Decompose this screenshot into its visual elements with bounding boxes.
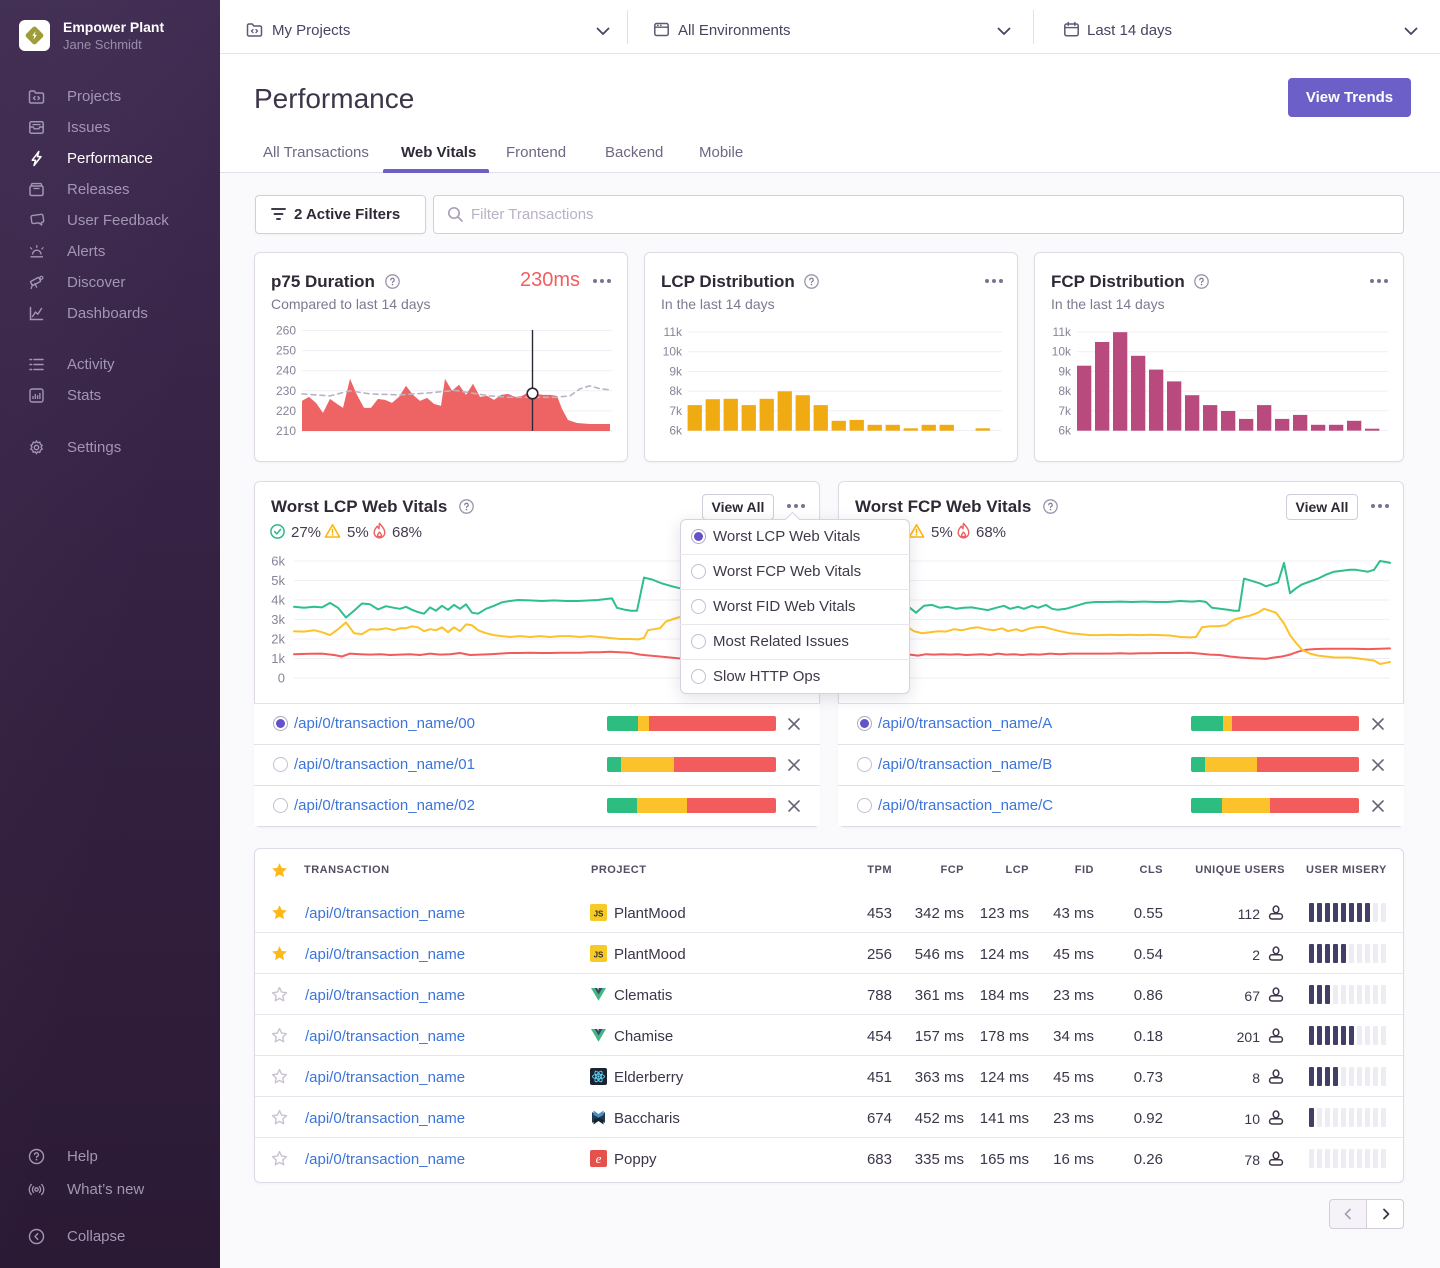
svg-text:7k: 7k <box>669 404 683 418</box>
svg-text:2k: 2k <box>271 632 285 647</box>
svg-text:11k: 11k <box>1053 325 1072 339</box>
svg-text:9k: 9k <box>669 364 683 378</box>
svg-text:4k: 4k <box>271 593 285 608</box>
svg-text:JS: JS <box>594 910 604 919</box>
svg-text:e: e <box>596 1151 602 1166</box>
svg-text:5k: 5k <box>271 573 285 588</box>
svg-text:7k: 7k <box>1058 404 1072 418</box>
svg-text:220: 220 <box>276 404 296 418</box>
svg-text:8k: 8k <box>669 384 683 398</box>
svg-text:6k: 6k <box>669 424 683 438</box>
svg-text:210: 210 <box>276 424 296 438</box>
svg-text:10k: 10k <box>1052 345 1072 359</box>
svg-text:JS: JS <box>594 951 604 960</box>
svg-text:6k: 6k <box>271 554 285 569</box>
svg-text:6k: 6k <box>1058 424 1072 438</box>
svg-text:250: 250 <box>276 344 296 358</box>
svg-text:10k: 10k <box>663 345 683 359</box>
svg-text:0: 0 <box>278 671 285 686</box>
svg-text:240: 240 <box>276 364 296 378</box>
svg-text:9k: 9k <box>1058 364 1072 378</box>
svg-text:260: 260 <box>276 324 296 338</box>
svg-text:1k: 1k <box>271 651 285 666</box>
svg-text:8k: 8k <box>1058 384 1072 398</box>
svg-text:11k: 11k <box>664 325 683 339</box>
svg-text:3k: 3k <box>271 612 285 627</box>
svg-text:230: 230 <box>276 384 296 398</box>
